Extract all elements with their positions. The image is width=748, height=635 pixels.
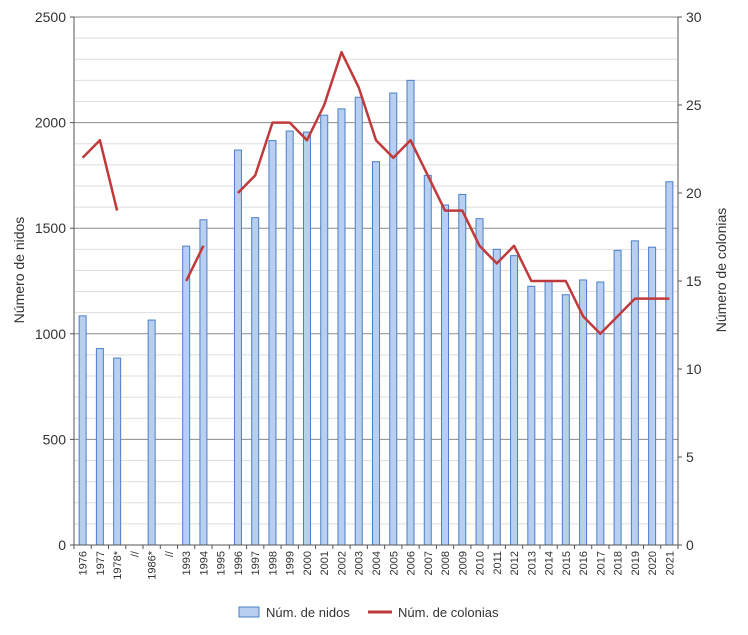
bar bbox=[613, 249, 622, 546]
x-tick-label: 1986* bbox=[147, 550, 159, 579]
y2-tick-label: 25 bbox=[686, 97, 702, 113]
x-tick-label: 2019 bbox=[630, 551, 642, 575]
x-tick-label: 2011 bbox=[492, 551, 504, 575]
x-tick-label: 2005 bbox=[388, 551, 400, 575]
bar bbox=[389, 92, 398, 546]
bar bbox=[441, 204, 450, 546]
bar bbox=[337, 108, 346, 546]
y2-tick-label: 30 bbox=[686, 9, 702, 25]
axes bbox=[70, 16, 682, 549]
bar bbox=[354, 96, 363, 546]
x-tick-label: 2014 bbox=[544, 551, 556, 575]
x-tick-label: 1978* bbox=[112, 550, 124, 579]
x-tick-label: 2021 bbox=[664, 551, 676, 575]
x-tick-label: 2012 bbox=[509, 551, 521, 575]
bar bbox=[268, 140, 277, 546]
bar bbox=[544, 280, 553, 546]
x-tick-label: // bbox=[164, 550, 176, 557]
bar bbox=[251, 217, 260, 546]
bar bbox=[78, 315, 87, 546]
x-tick-label: 1994 bbox=[198, 551, 210, 575]
bar-series bbox=[78, 79, 674, 546]
bar bbox=[302, 131, 311, 546]
x-tick-label: 2003 bbox=[354, 551, 366, 575]
y-tick-label: 0 bbox=[58, 537, 66, 553]
line-segment bbox=[81, 138, 119, 211]
bar bbox=[665, 181, 674, 546]
x-tick-label: 2017 bbox=[595, 551, 607, 575]
bar bbox=[596, 281, 605, 546]
x-tick-label: 1999 bbox=[285, 551, 297, 575]
tick-labels: 0 500 1000 1500 2000 2500 0 5 10 15 20 25 30 1976 1977… bbox=[35, 9, 702, 580]
x-tick-label: 1998 bbox=[267, 551, 279, 575]
x-tick-label: 2006 bbox=[406, 551, 418, 575]
x-tick-label: 2001 bbox=[319, 551, 331, 575]
y-tick-label: 1000 bbox=[35, 326, 66, 342]
x-tick-label: 1977 bbox=[95, 551, 107, 575]
x-tick-label: 1997 bbox=[250, 551, 262, 575]
x-tick-label: 2000 bbox=[302, 551, 314, 575]
x-tick-label: 1976 bbox=[78, 551, 90, 575]
legend-label-colonias: Núm. de colonias bbox=[398, 605, 499, 620]
bar bbox=[320, 114, 329, 546]
y-tick-label: 2000 bbox=[35, 115, 66, 131]
bar bbox=[406, 79, 415, 546]
y2-tick-label: 20 bbox=[686, 185, 702, 201]
bar bbox=[199, 219, 208, 546]
y2-tick-label: 10 bbox=[686, 361, 702, 377]
y-tick-label: 2500 bbox=[35, 9, 66, 25]
x-tick-label: 1995 bbox=[216, 551, 228, 575]
bar bbox=[527, 285, 536, 546]
bar bbox=[372, 161, 380, 546]
x-tick-label: 1996 bbox=[233, 551, 245, 575]
x-tick-label: 1993 bbox=[181, 551, 193, 575]
bar bbox=[285, 130, 294, 546]
x-tick-label: 2015 bbox=[561, 551, 573, 575]
y-tick-label: 500 bbox=[43, 431, 67, 447]
bar bbox=[113, 357, 122, 546]
x-tick-label: 2007 bbox=[423, 551, 435, 575]
x-tick-label: 2009 bbox=[457, 551, 469, 575]
bar bbox=[510, 255, 519, 546]
bar bbox=[648, 246, 657, 546]
line-segment bbox=[185, 245, 205, 282]
line-segment bbox=[237, 50, 670, 336]
legend-label-nidos: Núm. de nidos bbox=[266, 605, 350, 620]
bar bbox=[458, 193, 467, 546]
legend: Núm. de nidos Núm. de colonias bbox=[238, 605, 499, 620]
x-tick-label: 2020 bbox=[647, 551, 659, 575]
bar bbox=[182, 245, 191, 546]
y2-tick-label: 0 bbox=[686, 537, 694, 553]
x-tick-label: 2004 bbox=[371, 551, 383, 575]
x-tick-label: 2018 bbox=[613, 551, 625, 575]
bar bbox=[147, 319, 156, 546]
bar bbox=[630, 240, 639, 546]
y-axis-title: Número de nidos bbox=[11, 217, 27, 324]
bar bbox=[475, 218, 484, 546]
legend-swatch-nidos bbox=[238, 606, 260, 618]
bar bbox=[95, 348, 104, 546]
line-series bbox=[81, 50, 670, 336]
x-tick-label: 2008 bbox=[440, 551, 452, 575]
bar bbox=[492, 248, 501, 546]
x-tick-label: 2002 bbox=[336, 551, 348, 575]
y2-tick-label: 15 bbox=[686, 273, 702, 289]
y-tick-label: 1500 bbox=[35, 220, 66, 236]
x-tick-label: 2013 bbox=[526, 551, 538, 575]
x-tick-label: 2016 bbox=[578, 551, 590, 575]
x-tick-label: // bbox=[129, 550, 141, 557]
y2-tick-label: 5 bbox=[686, 449, 694, 465]
bar bbox=[423, 174, 432, 546]
x-tick-label: 2010 bbox=[475, 551, 487, 575]
bar bbox=[561, 294, 570, 546]
bar bbox=[233, 149, 242, 546]
y2-axis-title: Número de colonias bbox=[713, 208, 729, 333]
